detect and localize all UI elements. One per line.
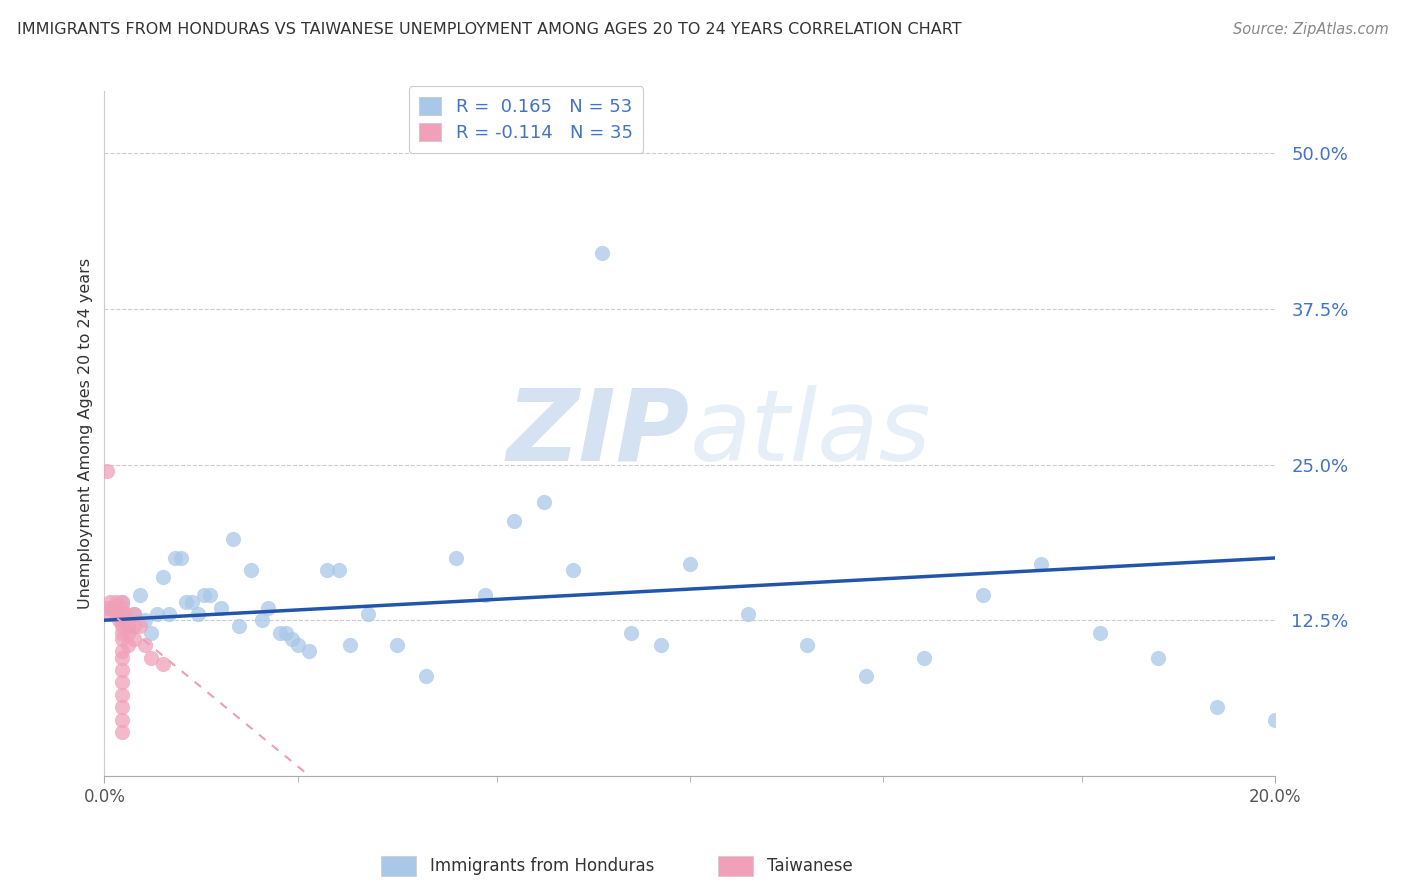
Point bbox=[176, 594, 198, 608]
Point bbox=[193, 588, 215, 602]
Point bbox=[561, 563, 583, 577]
Point bbox=[503, 514, 526, 528]
Y-axis label: Unemployment Among Ages 20 to 24 years: Unemployment Among Ages 20 to 24 years bbox=[79, 258, 93, 609]
Point bbox=[274, 625, 297, 640]
Point bbox=[1264, 713, 1286, 727]
Point bbox=[111, 607, 134, 621]
Point bbox=[96, 600, 118, 615]
Point bbox=[114, 607, 136, 621]
Point bbox=[855, 669, 877, 683]
Point bbox=[198, 588, 221, 602]
Point bbox=[122, 632, 145, 646]
Point bbox=[152, 657, 174, 671]
Point bbox=[111, 650, 134, 665]
Point bbox=[328, 563, 350, 577]
Point bbox=[281, 632, 304, 646]
Point bbox=[252, 613, 274, 627]
Point bbox=[972, 588, 994, 602]
Point bbox=[222, 533, 245, 547]
Point bbox=[101, 600, 124, 615]
Point bbox=[796, 638, 818, 652]
Point bbox=[111, 594, 134, 608]
Point bbox=[141, 650, 163, 665]
Point bbox=[117, 619, 139, 633]
Point bbox=[157, 607, 180, 621]
Point bbox=[111, 607, 134, 621]
Point bbox=[679, 557, 702, 571]
Point bbox=[111, 725, 134, 739]
Point bbox=[98, 607, 121, 621]
Point bbox=[287, 638, 309, 652]
Legend: R =  0.165   N = 53, R = -0.114   N = 35: R = 0.165 N = 53, R = -0.114 N = 35 bbox=[409, 87, 644, 153]
Point bbox=[111, 663, 134, 677]
Point bbox=[98, 594, 121, 608]
Point bbox=[111, 713, 134, 727]
Text: Source: ZipAtlas.com: Source: ZipAtlas.com bbox=[1233, 22, 1389, 37]
Point bbox=[385, 638, 408, 652]
Point bbox=[1206, 700, 1229, 714]
Point bbox=[134, 613, 156, 627]
Point bbox=[111, 600, 134, 615]
Point bbox=[111, 594, 134, 608]
Point bbox=[122, 607, 145, 621]
Point bbox=[105, 594, 128, 608]
Point bbox=[111, 632, 134, 646]
Point bbox=[105, 600, 128, 615]
Point bbox=[146, 607, 169, 621]
Point bbox=[415, 669, 437, 683]
Point bbox=[315, 563, 337, 577]
Point bbox=[111, 688, 134, 702]
Point bbox=[163, 551, 186, 566]
Point bbox=[122, 619, 145, 633]
Point bbox=[128, 588, 150, 602]
Point bbox=[96, 464, 118, 478]
Text: Immigrants from Honduras: Immigrants from Honduras bbox=[430, 857, 654, 875]
Text: Taiwanese: Taiwanese bbox=[768, 857, 853, 875]
Point bbox=[737, 607, 759, 621]
Point bbox=[257, 600, 280, 615]
Point bbox=[298, 644, 321, 658]
Point bbox=[444, 551, 467, 566]
Point bbox=[620, 625, 643, 640]
Point bbox=[474, 588, 496, 602]
Point bbox=[339, 638, 361, 652]
Point bbox=[105, 607, 128, 621]
Point bbox=[108, 613, 131, 627]
Text: atlas: atlas bbox=[690, 385, 932, 482]
Point bbox=[111, 700, 134, 714]
Text: ZIP: ZIP bbox=[508, 385, 690, 482]
Point bbox=[1147, 650, 1170, 665]
Point bbox=[141, 625, 163, 640]
Point bbox=[228, 619, 250, 633]
Point bbox=[269, 625, 291, 640]
Point bbox=[105, 607, 128, 621]
Point bbox=[111, 644, 134, 658]
Point bbox=[181, 594, 204, 608]
Point bbox=[1088, 625, 1111, 640]
Point bbox=[152, 569, 174, 583]
Point bbox=[211, 600, 233, 615]
Point bbox=[187, 607, 209, 621]
Point bbox=[117, 619, 139, 633]
Point bbox=[122, 607, 145, 621]
Point bbox=[650, 638, 672, 652]
Point bbox=[128, 619, 150, 633]
Point bbox=[169, 551, 191, 566]
Point bbox=[98, 600, 121, 615]
Point bbox=[117, 625, 139, 640]
Point bbox=[533, 495, 555, 509]
Point bbox=[111, 619, 134, 633]
Point bbox=[111, 675, 134, 690]
Point bbox=[591, 246, 613, 260]
Point bbox=[357, 607, 380, 621]
Point bbox=[111, 625, 134, 640]
Text: IMMIGRANTS FROM HONDURAS VS TAIWANESE UNEMPLOYMENT AMONG AGES 20 TO 24 YEARS COR: IMMIGRANTS FROM HONDURAS VS TAIWANESE UN… bbox=[17, 22, 962, 37]
Point bbox=[1031, 557, 1053, 571]
Point bbox=[111, 613, 134, 627]
Point bbox=[912, 650, 935, 665]
Point bbox=[117, 638, 139, 652]
Point bbox=[134, 638, 156, 652]
Point bbox=[239, 563, 262, 577]
